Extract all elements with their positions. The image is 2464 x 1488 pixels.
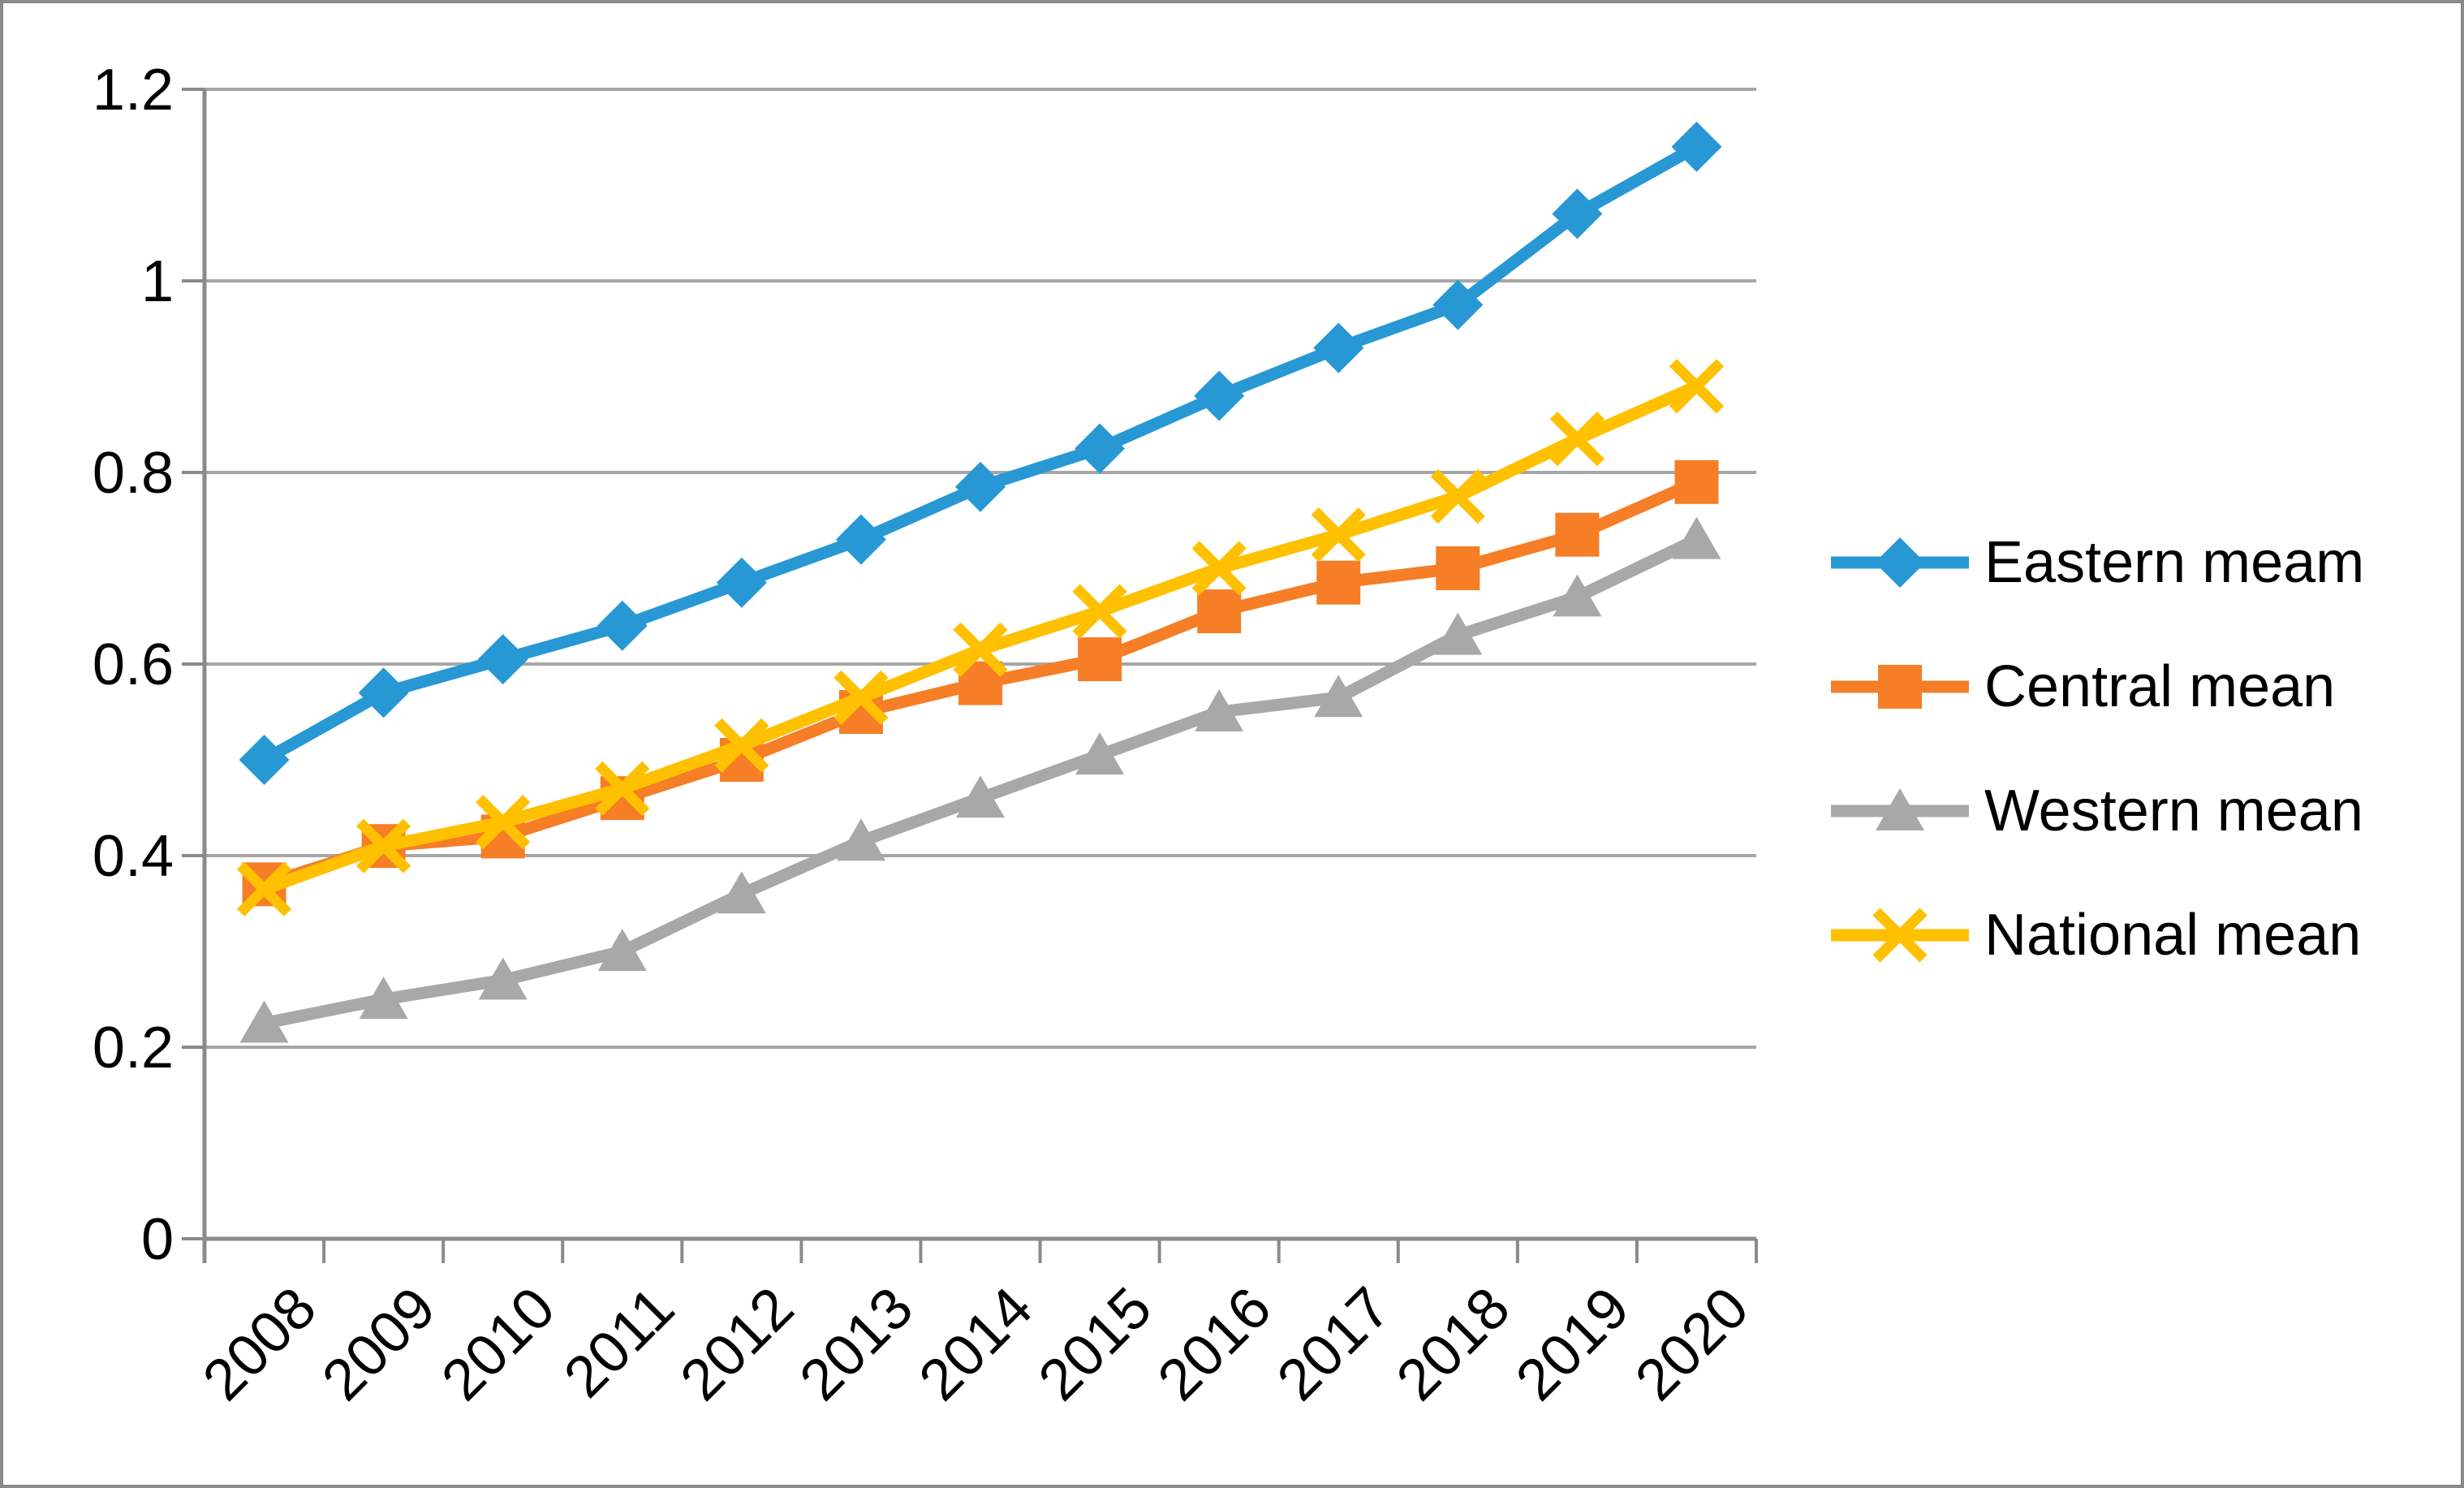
series-marker-eastern-meam-2019 [1552, 188, 1603, 239]
series-marker-central-mean-2016 [1197, 589, 1242, 634]
series-marker-eastern-meam-2018 [1432, 279, 1484, 330]
series-marker-eastern-meam-2014 [955, 461, 1006, 512]
series-marker-national-mean-2016 [1191, 541, 1247, 596]
legend-item-central-mean: Central mean [1827, 624, 2364, 748]
x-tick-label-group-2013: 2013 [787, 1275, 925, 1413]
series-marker-western-mean-2016 [1195, 689, 1244, 731]
x-tick-label-2015: 2015 [1027, 1275, 1165, 1413]
series-marker-national-mean-2014 [953, 622, 1008, 677]
legend-label: National mean [1984, 902, 2362, 968]
legend-marker-shape [1878, 664, 1922, 709]
legend-marker-square-icon [1831, 664, 1969, 709]
x-tick-label-2018: 2018 [1385, 1275, 1523, 1413]
x-tick-label-group-2017: 2017 [1265, 1275, 1403, 1413]
series-marker-national-mean-2017 [1311, 507, 1366, 563]
y-tick-label-0.8: 0.8 [93, 441, 174, 506]
series-marker-eastern-meam-2013 [835, 514, 886, 565]
legend-marker-shape [1876, 787, 1924, 830]
series-marker-western-mean-2015 [1075, 732, 1125, 775]
x-tick-label-group-2008: 2008 [191, 1275, 329, 1413]
series-marker-central-mean-2018 [1436, 546, 1480, 590]
series-marker-national-mean-2019 [1549, 412, 1605, 467]
x-tick-label-2012: 2012 [668, 1275, 806, 1413]
series-marker-national-mean-2013 [834, 670, 889, 725]
x-tick-label-2013: 2013 [787, 1275, 925, 1413]
x-tick-label-2008: 2008 [191, 1275, 329, 1413]
series-marker-eastern-meam-2010 [477, 634, 528, 685]
series-marker-eastern-meam-2009 [358, 667, 409, 718]
series-marker-western-mean-2017 [1314, 675, 1363, 718]
legend-marker-triangle-icon [1831, 787, 1969, 830]
series-marker-central-mean-2019 [1555, 512, 1600, 557]
x-tick-label-group-2011: 2011 [552, 1275, 687, 1410]
y-tick-label-0.6: 0.6 [93, 632, 174, 697]
x-tick-label-group-2015: 2015 [1027, 1275, 1165, 1413]
y-tick-label-0: 0 [141, 1207, 174, 1272]
x-tick-label-group-2009: 2009 [310, 1275, 448, 1413]
legend-marker-diamond-icon [1831, 537, 1969, 588]
series-marker-western-mean-2012 [717, 871, 766, 914]
series-marker-western-mean-2010 [478, 957, 528, 1000]
y-tick-label-0.4: 0.4 [93, 824, 174, 889]
series-marker-eastern-meam-2020 [1671, 121, 1722, 172]
series-marker-western-mean-2013 [836, 818, 885, 861]
y-tick-label-1: 1 [141, 249, 174, 314]
legend-marker-shape [1872, 907, 1928, 963]
series-marker-national-mean-2010 [476, 795, 531, 850]
legend-label: Central mean [1984, 653, 2336, 719]
series-marker-national-mean-2012 [714, 718, 769, 773]
series-marker-central-mean-2015 [1078, 637, 1122, 682]
x-tick-label-2016: 2016 [1146, 1275, 1284, 1413]
line-chart: 00.20.40.60.811.220082009201020112012201… [93, 58, 1761, 1413]
x-tick-label-2014: 2014 [907, 1275, 1045, 1413]
x-tick-label-group-2016: 2016 [1146, 1275, 1284, 1413]
x-tick-label-group-2014: 2014 [907, 1275, 1045, 1413]
legend-marker-shape [1875, 537, 1925, 588]
x-tick-label-2020: 2020 [1623, 1275, 1761, 1413]
series-marker-national-mean-2008 [236, 861, 292, 917]
series-marker-eastern-meam-2011 [597, 600, 648, 651]
legend: Eastern meam Central mean Western mean Nati… [1827, 500, 2364, 997]
series-marker-western-mean-2011 [597, 929, 647, 971]
legend-label: Western mean [1984, 778, 2363, 843]
series-marker-western-mean-2009 [359, 977, 408, 1019]
x-tick-label-group-2018: 2018 [1385, 1275, 1523, 1413]
x-tick-label-2011: 2011 [552, 1275, 687, 1410]
series-marker-national-mean-2009 [356, 818, 411, 873]
legend-marker-x-icon [1831, 907, 1969, 963]
legend-item-western-mean: Western mean [1827, 748, 2364, 873]
series-marker-western-mean-2020 [1672, 516, 1721, 559]
x-tick-label-2010: 2010 [429, 1275, 567, 1413]
series-marker-western-mean-2008 [239, 1000, 289, 1043]
x-tick-label-group-2020: 2020 [1623, 1275, 1761, 1413]
series-marker-western-mean-2019 [1553, 574, 1602, 617]
series-marker-national-mean-2015 [1072, 584, 1127, 639]
series-marker-eastern-meam-2017 [1313, 322, 1364, 373]
series-marker-eastern-meam-2016 [1194, 370, 1245, 421]
y-tick-label-0.2: 0.2 [93, 1016, 174, 1080]
y-tick-label-1.2: 1.2 [93, 58, 174, 123]
series-marker-western-mean-2014 [956, 775, 1005, 818]
x-tick-label-group-2010: 2010 [429, 1275, 567, 1413]
series-marker-eastern-meam-2008 [239, 735, 290, 785]
x-tick-label-2017: 2017 [1265, 1275, 1403, 1413]
x-tick-label-2019: 2019 [1504, 1275, 1642, 1413]
series-marker-eastern-meam-2012 [716, 557, 767, 608]
series-marker-western-mean-2018 [1433, 612, 1483, 655]
legend-item-eastern-meam: Eastern meam [1827, 500, 2364, 624]
legend-label: Eastern meam [1984, 529, 2365, 595]
series-marker-national-mean-2018 [1430, 468, 1485, 524]
series-marker-central-mean-2017 [1316, 560, 1361, 605]
series-marker-national-mean-2011 [595, 761, 650, 816]
x-tick-label-group-2012: 2012 [668, 1275, 806, 1413]
series-marker-central-mean-2020 [1674, 459, 1719, 504]
x-tick-label-2009: 2009 [310, 1275, 448, 1413]
legend-item-national-mean: National mean [1827, 873, 2364, 997]
x-tick-label-group-2019: 2019 [1504, 1275, 1642, 1413]
series-marker-eastern-meam-2015 [1075, 423, 1126, 474]
series-marker-national-mean-2020 [1669, 359, 1725, 414]
